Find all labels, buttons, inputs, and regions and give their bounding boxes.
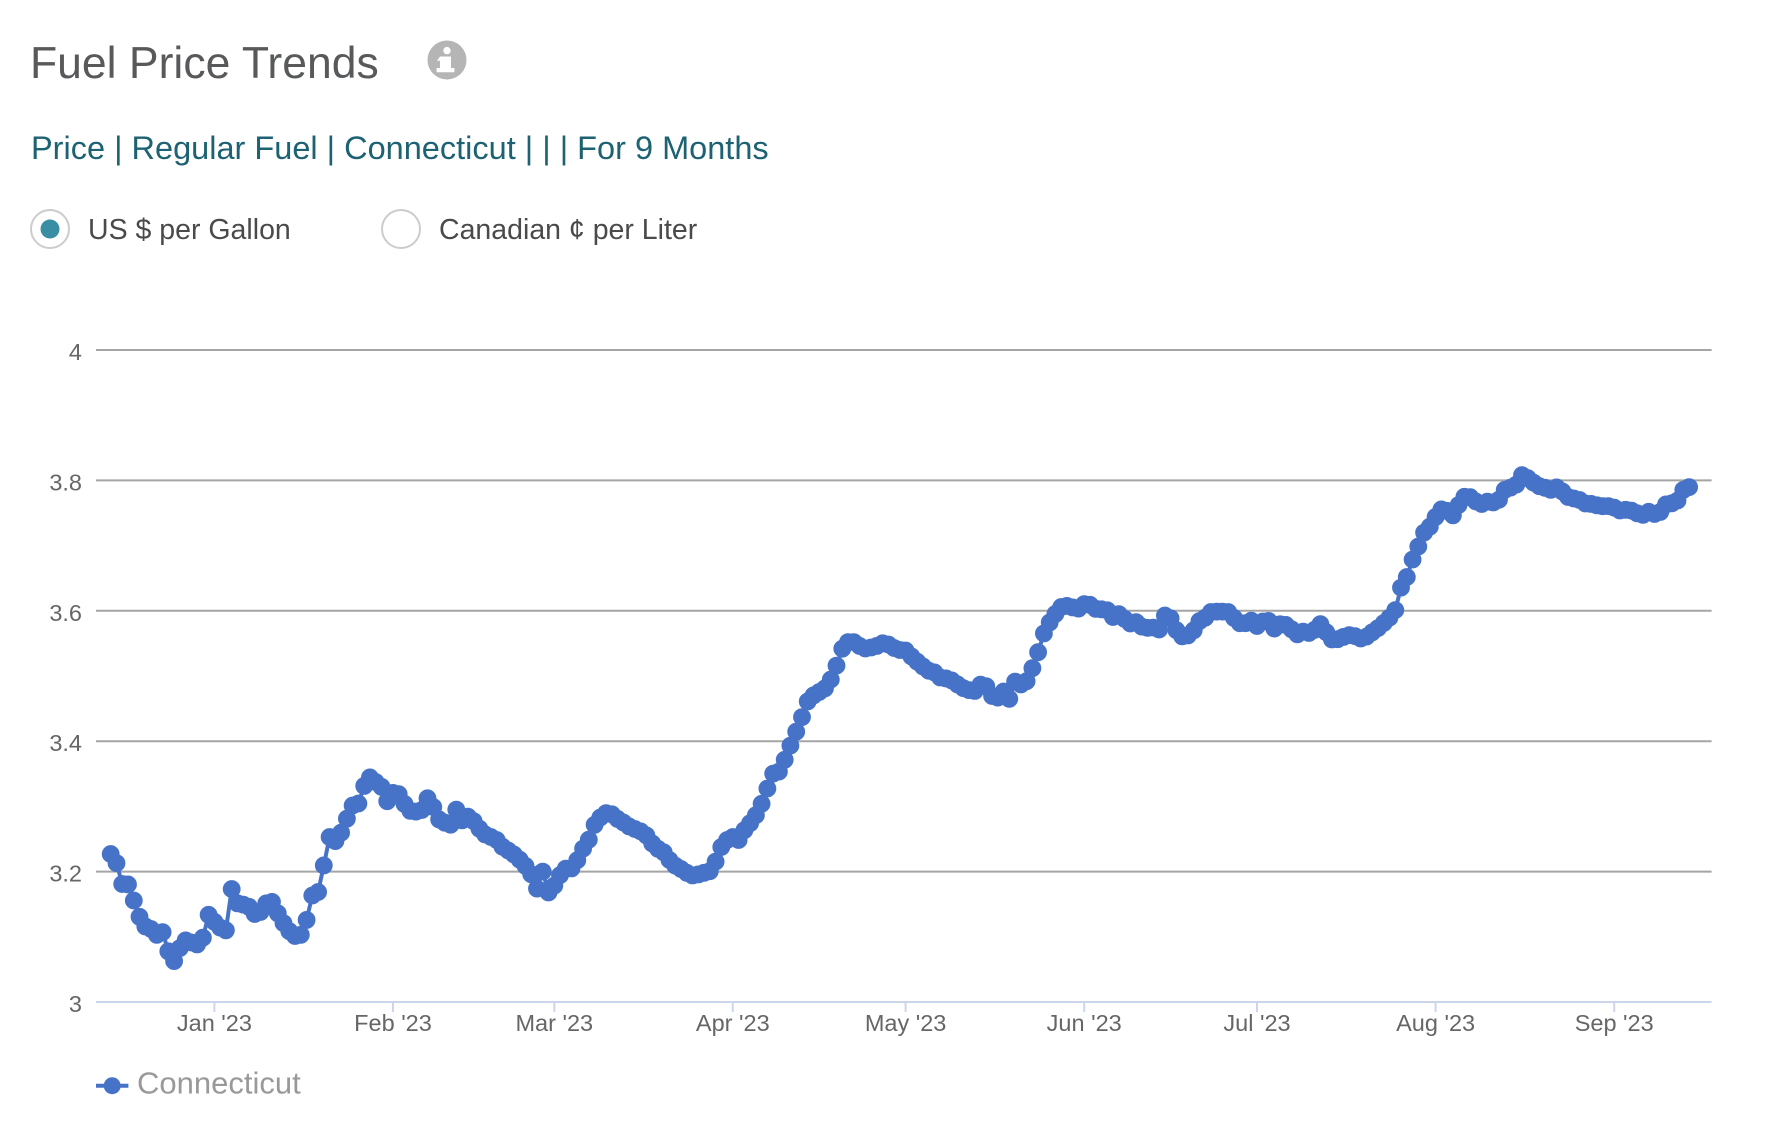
svg-text:Jul '23: Jul '23 [1223, 1010, 1290, 1036]
svg-text:Apr '23: Apr '23 [696, 1010, 770, 1036]
svg-text:4: 4 [69, 339, 82, 365]
svg-text:3.8: 3.8 [49, 469, 82, 495]
svg-text:Fuel Price Trends: Fuel Price Trends [30, 39, 379, 88]
svg-text:Price | Regular Fuel | Connect: Price | Regular Fuel | Connecticut | | |… [31, 130, 769, 166]
svg-text:Sep '23: Sep '23 [1575, 1010, 1654, 1036]
svg-text:May '23: May '23 [865, 1010, 947, 1036]
svg-text:US $ per Gallon: US $ per Gallon [88, 214, 291, 246]
svg-text:Jun '23: Jun '23 [1047, 1010, 1122, 1036]
svg-text:Connecticut: Connecticut [137, 1066, 301, 1101]
svg-text:Feb '23: Feb '23 [354, 1010, 432, 1036]
svg-text:3.4: 3.4 [49, 730, 82, 756]
svg-text:Mar '23: Mar '23 [515, 1010, 593, 1036]
svg-text:3: 3 [69, 991, 82, 1017]
svg-text:3.6: 3.6 [49, 600, 82, 626]
svg-text:3.2: 3.2 [49, 861, 82, 887]
svg-text:Jan '23: Jan '23 [177, 1010, 252, 1036]
svg-text:Aug '23: Aug '23 [1396, 1010, 1475, 1036]
svg-text:Canadian ¢ per Liter: Canadian ¢ per Liter [439, 214, 698, 246]
